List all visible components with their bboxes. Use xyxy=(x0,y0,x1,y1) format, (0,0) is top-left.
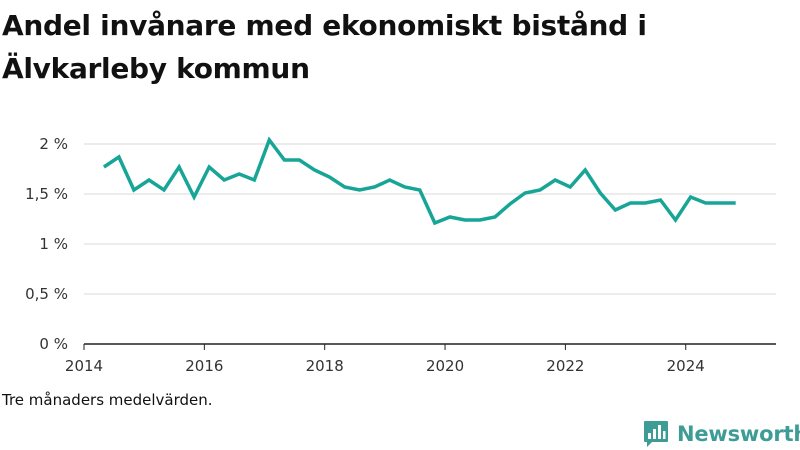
data-point xyxy=(403,185,407,189)
y-tick-label: 0,5 % xyxy=(25,285,68,303)
data-point xyxy=(358,188,362,192)
y-tick-label: 2 % xyxy=(39,135,68,153)
data-point xyxy=(613,208,617,212)
data-point xyxy=(478,218,482,222)
data-point xyxy=(538,188,542,192)
data-point xyxy=(117,155,121,159)
data-point xyxy=(553,178,557,182)
series-line xyxy=(102,136,736,226)
data-point xyxy=(282,158,286,162)
data-point xyxy=(147,178,151,182)
data-point xyxy=(583,168,587,172)
x-tick-label: 2014 xyxy=(65,357,103,375)
grid-lines: 0 % 0,5 % 1 % 1,5 % 2 % xyxy=(25,135,776,353)
data-point xyxy=(418,188,422,192)
data-point xyxy=(177,165,181,169)
data-point xyxy=(463,218,467,222)
data-point xyxy=(508,202,512,206)
x-tick-label: 2018 xyxy=(306,357,344,375)
chart-note: Tre månaders medelvärden. xyxy=(2,391,213,409)
data-point xyxy=(132,188,136,192)
data-point xyxy=(328,175,332,179)
data-point xyxy=(192,195,196,199)
data-point xyxy=(207,165,211,169)
newsworthy-logo: Newsworthy xyxy=(643,418,800,450)
data-point xyxy=(659,198,663,202)
data-point xyxy=(734,201,738,205)
data-point xyxy=(704,201,708,205)
y-tick-label: 1 % xyxy=(39,235,68,253)
x-axis: 2014 2016 2018 2020 2022 2024 xyxy=(65,343,776,375)
data-point xyxy=(237,172,241,176)
data-point xyxy=(719,201,723,205)
data-point xyxy=(313,168,317,172)
x-tick-label: 2022 xyxy=(546,357,584,375)
data-point xyxy=(568,185,572,189)
data-point xyxy=(643,201,647,205)
series-layer xyxy=(102,136,738,226)
data-point xyxy=(448,215,452,219)
data-point xyxy=(162,188,166,192)
data-point xyxy=(628,201,632,205)
data-point xyxy=(433,221,437,225)
data-point xyxy=(388,178,392,182)
data-point xyxy=(343,185,347,189)
data-point xyxy=(252,178,256,182)
y-tick-label: 0 % xyxy=(39,335,68,353)
brand-name: Newsworthy xyxy=(677,422,800,446)
data-point xyxy=(297,158,301,162)
x-tick-label: 2020 xyxy=(426,357,464,375)
data-point xyxy=(102,165,106,169)
x-tick-label: 2024 xyxy=(667,357,705,375)
chart-title: Andel invånare med ekonomiskt bistånd i … xyxy=(2,9,647,85)
data-point xyxy=(674,218,678,222)
data-point xyxy=(222,178,226,182)
data-point xyxy=(689,195,693,199)
y-tick-label: 1,5 % xyxy=(25,185,68,203)
data-point xyxy=(493,215,497,219)
data-point xyxy=(598,191,602,195)
bar-chart-icon xyxy=(644,421,668,447)
x-tick-label: 2016 xyxy=(185,357,223,375)
data-point xyxy=(523,191,527,195)
data-point xyxy=(267,138,271,142)
data-point xyxy=(373,185,377,189)
